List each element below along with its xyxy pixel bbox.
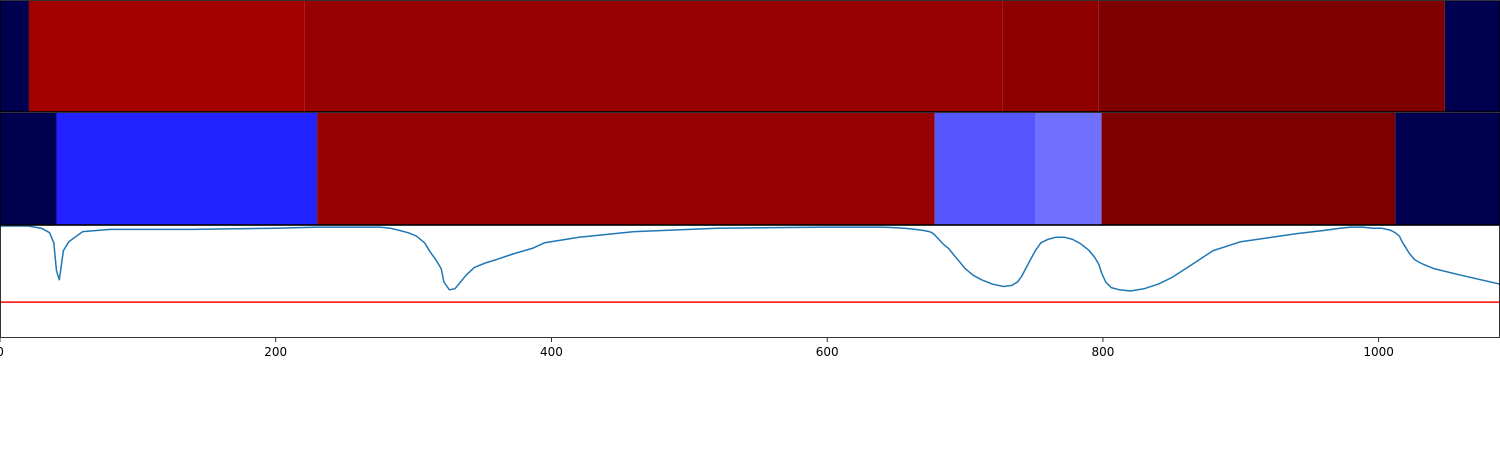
segment-mid-6 [1395,113,1500,225]
x-tick-label-600: 600 [816,345,839,359]
x-tick-label-400: 400 [540,345,563,359]
series-line [0,225,1500,292]
x-tick-label-1000: 1000 [1363,345,1394,359]
segment-top-3 [1002,1,1099,112]
line-plot-panel [0,225,1500,338]
x-tick-label-0: 0 [0,345,4,359]
segment-mid-3 [934,113,1036,225]
segment-mid-4 [1035,113,1102,225]
top-segment-strip [0,1,1500,112]
segment-top-1 [28,1,305,112]
segment-top-0 [0,1,29,112]
segment-top-2 [304,1,1003,112]
middle-segment-strip [0,113,1500,225]
line-plot-background [0,226,1500,338]
segment-top-5 [1444,1,1500,112]
segment-mid-2 [317,113,935,225]
segment-mid-1 [56,113,318,225]
x-tick-label-800: 800 [1091,345,1114,359]
segment-top-4 [1098,1,1445,112]
segment-mid-5 [1101,113,1396,225]
segment-mid-0 [0,113,57,225]
x-axis: 0 200 400 600 800 1000 [0,338,1394,359]
x-tick-label-200: 200 [264,345,287,359]
